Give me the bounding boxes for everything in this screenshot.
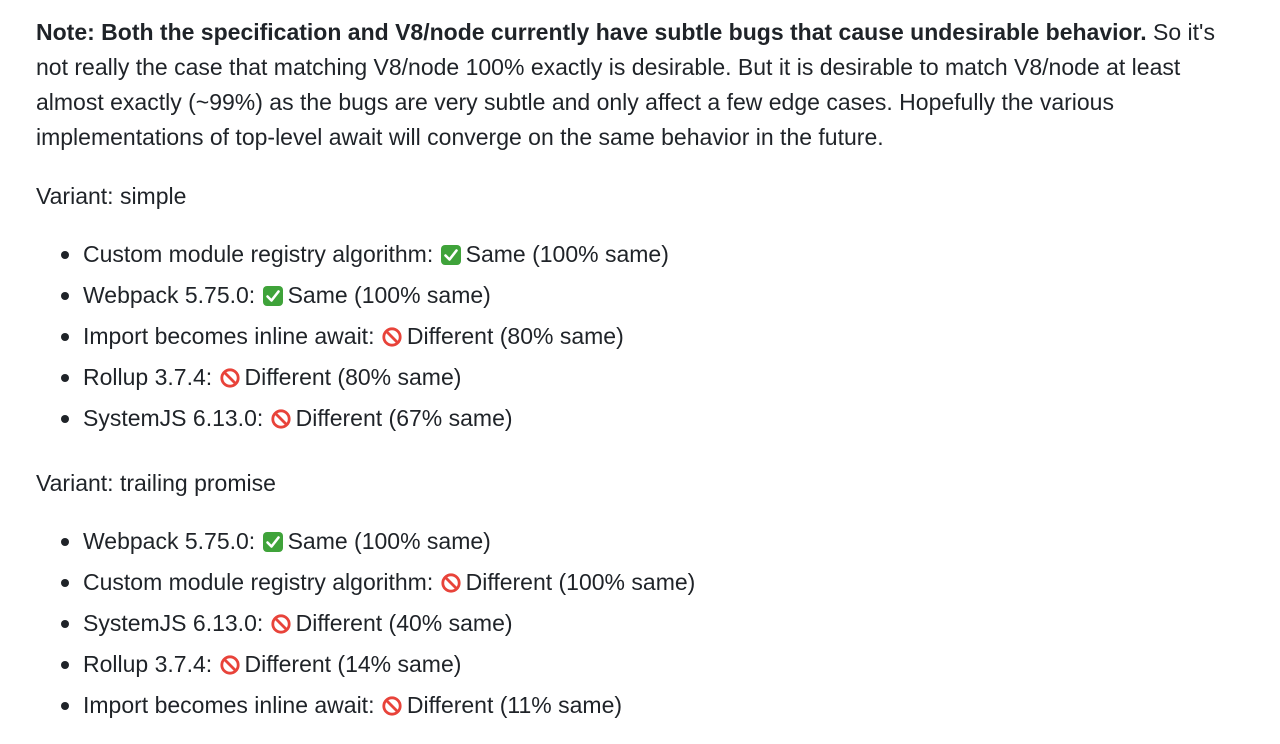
list-item: Custom module registry algorithm: Differ…: [36, 565, 1251, 606]
variant-title-trailing-promise: Variant: trailing promise: [36, 470, 276, 496]
bullet: [61, 415, 69, 423]
variant-title-simple: Variant: simple: [36, 183, 187, 209]
bullet: [61, 374, 69, 382]
implementation-name: SystemJS 6.13.0:: [83, 405, 264, 431]
result-text: Same (100% same): [465, 241, 669, 267]
result-text: Different (11% same): [406, 692, 623, 718]
prohibited-icon: [381, 695, 403, 717]
list-item: Import becomes inline await: Different (…: [36, 319, 1251, 360]
result-list-trailing-promise: Webpack 5.75.0: Same (100% same) Custom …: [36, 524, 1251, 729]
prohibited-icon: [270, 613, 292, 635]
check-mark-icon: [262, 531, 284, 553]
implementation-name: Custom module registry algorithm:: [83, 569, 434, 595]
bullet: [61, 292, 69, 300]
bullet: [61, 579, 69, 587]
implementation-name: Webpack 5.75.0:: [83, 282, 256, 308]
implementation-name: SystemJS 6.13.0:: [83, 610, 264, 636]
implementation-name: Rollup 3.7.4:: [83, 651, 213, 677]
check-mark-icon: [440, 244, 462, 266]
result-text: Different (80% same): [406, 323, 624, 349]
document-body: Note: Both the specification and V8/node…: [36, 15, 1251, 729]
list-item: Import becomes inline await: Different (…: [36, 688, 1251, 729]
prohibited-icon: [440, 572, 462, 594]
implementation-name: Import becomes inline await:: [83, 692, 375, 718]
prohibited-icon: [219, 654, 241, 676]
check-mark-icon: [262, 285, 284, 307]
prohibited-icon: [219, 367, 241, 389]
bullet: [61, 538, 69, 546]
implementation-name: Webpack 5.75.0:: [83, 528, 256, 554]
note-body-text: So it's not really the case that matchin…: [36, 19, 1215, 150]
list-item: Webpack 5.75.0: Same (100% same): [36, 524, 1251, 565]
bullet: [61, 620, 69, 628]
result-text: Same (100% same): [287, 282, 491, 308]
list-item: Custom module registry algorithm: Same (…: [36, 237, 1251, 278]
list-item: Rollup 3.7.4: Different (80% same): [36, 360, 1251, 401]
implementation-name: Custom module registry algorithm:: [83, 241, 434, 267]
result-text: Different (100% same): [465, 569, 696, 595]
prohibited-icon: [381, 326, 403, 348]
note-bold-text: Note: Both the specification and V8/node…: [36, 19, 1147, 45]
list-item: Webpack 5.75.0: Same (100% same): [36, 278, 1251, 319]
list-item: SystemJS 6.13.0: Different (40% same): [36, 606, 1251, 647]
bullet: [61, 333, 69, 341]
bullet: [61, 702, 69, 710]
list-item: SystemJS 6.13.0: Different (67% same): [36, 401, 1251, 442]
note-paragraph: Note: Both the specification and V8/node…: [36, 15, 1251, 155]
implementation-name: Import becomes inline await:: [83, 323, 375, 349]
result-text: Different (40% same): [295, 610, 513, 636]
list-item: Rollup 3.7.4: Different (14% same): [36, 647, 1251, 688]
result-list-simple: Custom module registry algorithm: Same (…: [36, 237, 1251, 442]
prohibited-icon: [270, 408, 292, 430]
result-text: Same (100% same): [287, 528, 491, 554]
bullet: [61, 251, 69, 259]
result-text: Different (14% same): [244, 651, 462, 677]
result-text: Different (67% same): [295, 405, 513, 431]
implementation-name: Rollup 3.7.4:: [83, 364, 213, 390]
bullet: [61, 661, 69, 669]
result-text: Different (80% same): [244, 364, 462, 390]
